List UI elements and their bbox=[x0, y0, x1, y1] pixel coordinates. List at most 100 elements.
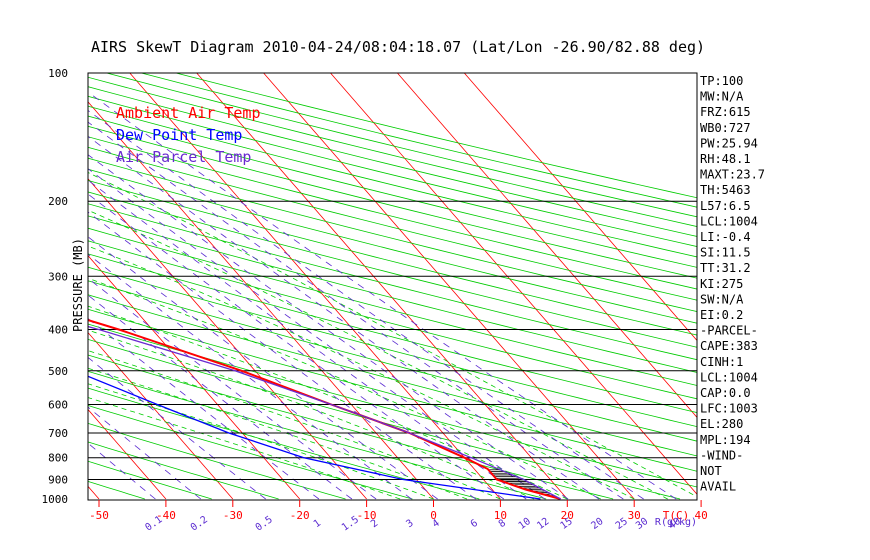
bottom-temperature-axis: -50 -40 -30 -20 -10 0 10 20 30 40 T(C) bbox=[89, 500, 708, 522]
grid-layer bbox=[0, 73, 697, 500]
pressure-tick-label: 700 bbox=[48, 427, 68, 440]
dry-adiabat-line bbox=[88, 387, 480, 500]
index-label: MPL:194 bbox=[700, 433, 751, 447]
bottom-tick-label: 20 bbox=[561, 509, 574, 522]
bottom-tick-label: 10 bbox=[494, 509, 507, 522]
mixing-ratio-line bbox=[88, 193, 505, 500]
index-label: TT:31.2 bbox=[700, 261, 751, 275]
legend-item: Air Parcel Temp bbox=[116, 148, 251, 166]
index-label: FRZ:615 bbox=[700, 105, 751, 119]
dry-adiabat-line bbox=[88, 441, 279, 500]
index-label: -PARCEL- bbox=[700, 324, 758, 338]
index-label: SI:11.5 bbox=[700, 246, 751, 260]
dry-adiabat-line bbox=[88, 370, 547, 500]
index-label: PW:25.94 bbox=[700, 136, 758, 150]
pressure-tick-label: 300 bbox=[48, 270, 68, 283]
dry-adiabat-line bbox=[88, 354, 614, 500]
y-axis-label: PRESSURE (MB) bbox=[71, 238, 85, 332]
moist-adiabat-line bbox=[88, 367, 468, 500]
dry-adiabat-line bbox=[88, 168, 697, 324]
dry-adiabat-line bbox=[88, 203, 697, 361]
mixing-ratio-line bbox=[88, 109, 644, 500]
dry-adiabat-line bbox=[88, 308, 697, 472]
index-label: EL:280 bbox=[700, 417, 743, 431]
mixing-ratio-line bbox=[88, 135, 600, 500]
dry-adiabat-line bbox=[88, 125, 697, 279]
legend-item: Ambient Air Temp bbox=[116, 104, 261, 122]
pressure-tick-label: 200 bbox=[48, 195, 68, 208]
mixing-ratio-tick-label: 3 bbox=[404, 518, 415, 530]
pressure-tick-label: 900 bbox=[48, 474, 68, 487]
dry-adiabat-line bbox=[0, 73, 11, 499]
plot-frame bbox=[87, 72, 698, 501]
isobars bbox=[88, 200, 697, 481]
dry-adiabat-line bbox=[88, 422, 346, 500]
index-label: CAPE:383 bbox=[700, 339, 758, 353]
mixing-ratio-tick-label: 20 bbox=[589, 516, 605, 532]
dew-point-line bbox=[88, 375, 541, 500]
pressure-axis: 100 200 300 400 500 600 700 800 900 1000 bbox=[42, 67, 69, 506]
index-label: LCL:1004 bbox=[700, 370, 758, 384]
mixing-ratio-tick-label: 8 bbox=[497, 518, 508, 530]
moist-adiabat-line bbox=[88, 383, 434, 500]
dry-adiabat-line bbox=[88, 215, 697, 373]
mixing-ratio-line bbox=[88, 154, 569, 500]
moist-adiabat-line bbox=[88, 329, 535, 500]
legend-item: Dew Point Temp bbox=[116, 126, 242, 144]
mixing-ratio-tick-label: 10 bbox=[517, 516, 533, 532]
index-label: RH:48.1 bbox=[700, 152, 751, 166]
isotherm-line bbox=[88, 101, 434, 500]
isotherm-line bbox=[330, 73, 697, 495]
index-label: AVAIL bbox=[700, 480, 736, 494]
mixing-ratio-unit: R(g/kg) bbox=[655, 517, 697, 528]
dry-adiabat-line bbox=[88, 180, 697, 336]
dry-adiabat-line bbox=[88, 95, 697, 247]
mixing-ratio-line bbox=[88, 277, 377, 500]
mixing-ratio-line bbox=[88, 179, 527, 500]
isotherm-line bbox=[0, 73, 32, 499]
dry-adiabat-line bbox=[88, 115, 697, 268]
index-label: L57:6.5 bbox=[700, 199, 751, 213]
index-label: NOT bbox=[700, 464, 722, 478]
isotherm-line bbox=[88, 255, 301, 500]
dry-adiabat-line bbox=[88, 157, 697, 313]
mixing-ratio-line bbox=[88, 168, 546, 500]
mixing-ratio-tick-label: 12 bbox=[535, 516, 551, 532]
dry-adiabat-line bbox=[88, 460, 212, 500]
ambient-temp-line bbox=[88, 319, 561, 500]
dry-adiabat-line bbox=[88, 105, 697, 258]
mixing-ratio-tick-label: 1 bbox=[312, 518, 323, 530]
dry-adiabat-line bbox=[88, 266, 697, 428]
parcel-temp-line bbox=[88, 325, 561, 500]
dry-adiabat-line bbox=[88, 405, 413, 500]
moist-adiabat-line bbox=[88, 277, 601, 500]
bottom-tick-label: 30 bbox=[628, 509, 641, 522]
bottom-axis-unit: T(C) bbox=[663, 509, 690, 522]
index-label: MW:N/A bbox=[700, 90, 744, 104]
isotherm-line bbox=[463, 73, 697, 342]
pressure-tick-label: 1000 bbox=[42, 493, 69, 506]
legend: Ambient Air Temp Dew Point Temp Air Parcel… bbox=[116, 104, 261, 166]
index-label: CINH:1 bbox=[700, 355, 743, 369]
index-label: LI:-0.4 bbox=[700, 230, 751, 244]
isotherm-line bbox=[88, 178, 367, 500]
bottom-tick-label: -50 bbox=[89, 509, 109, 522]
bottom-tick-label: -30 bbox=[223, 509, 243, 522]
index-label: LFC:1003 bbox=[700, 402, 758, 416]
mixing-ratio-line bbox=[88, 253, 412, 500]
moist-adiabat-line bbox=[88, 172, 697, 498]
bottom-tick-label: 0 bbox=[430, 509, 437, 522]
mixing-ratio-tick-label: 0.5 bbox=[254, 514, 275, 533]
bottom-tick-label: 40 bbox=[694, 509, 707, 522]
moist-adiabat-line bbox=[88, 245, 635, 500]
mixing-ratio-tick-label: 6 bbox=[469, 518, 480, 530]
dry-adiabat-line bbox=[88, 294, 697, 457]
isotherm-line bbox=[88, 331, 234, 500]
dry-adiabat-line bbox=[88, 227, 697, 386]
dry-adiabat-line bbox=[88, 253, 697, 413]
dry-adiabat-line bbox=[88, 136, 697, 290]
chart-title: AIRS SkewT Diagram 2010-04-24/08:04:18.0… bbox=[91, 38, 705, 56]
mixing-ratio-tick-label: 2 bbox=[369, 518, 380, 530]
